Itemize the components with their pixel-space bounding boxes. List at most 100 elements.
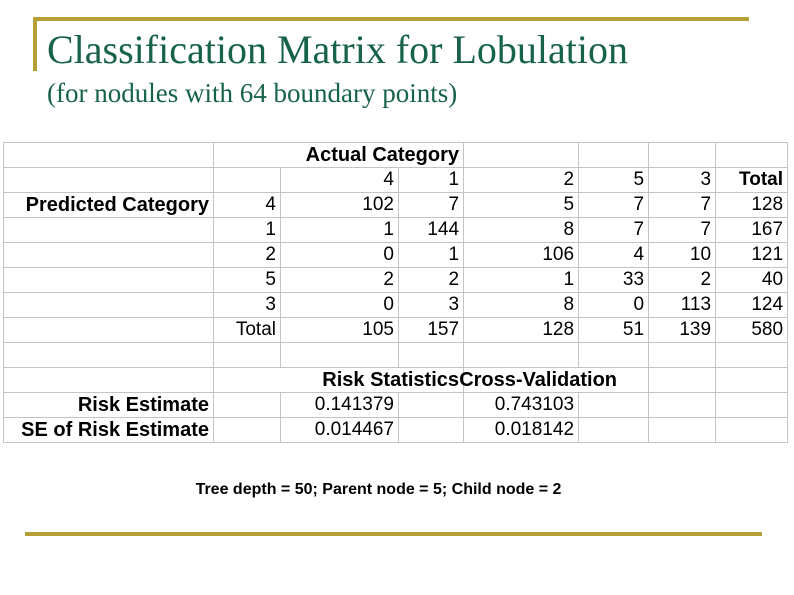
empty-cell bbox=[3, 267, 214, 293]
data-cell: 1 bbox=[463, 267, 580, 293]
empty-cell bbox=[397, 417, 465, 443]
data-cell: 5 bbox=[463, 192, 580, 218]
empty-cell bbox=[3, 242, 214, 268]
bottom-accent-line bbox=[25, 532, 762, 536]
row-label-cell: 5 bbox=[213, 267, 281, 293]
actual-category-header-cell: Actual Category bbox=[212, 142, 465, 168]
se-risk-estimate-row: SE of Risk Estimate 0.014467 0.018142 bbox=[3, 417, 789, 443]
data-cell: 40 bbox=[715, 267, 789, 293]
data-cell: 139 bbox=[648, 317, 717, 343]
risk-statistics-header-cell: Risk Statistics bbox=[212, 367, 465, 393]
data-cell: 167 bbox=[715, 217, 789, 243]
empty-cell bbox=[213, 417, 281, 443]
risk-value-cell: 0.014467 bbox=[280, 417, 399, 443]
left-accent-line bbox=[33, 17, 37, 71]
empty-cell bbox=[3, 167, 214, 193]
data-cell: 2 bbox=[397, 267, 465, 293]
empty-cell bbox=[280, 342, 399, 368]
column-headers-row: 4 1 2 5 3 Total bbox=[3, 167, 789, 193]
data-cell: 8 bbox=[463, 292, 580, 318]
empty-cell bbox=[397, 392, 465, 418]
data-cell: 7 bbox=[648, 192, 717, 218]
data-cell: 7 bbox=[648, 217, 717, 243]
slide-subtitle: (for nodules with 64 boundary points) bbox=[47, 78, 458, 108]
table-row: 5 2 2 1 33 2 40 bbox=[3, 267, 789, 293]
data-cell: 0 bbox=[280, 292, 399, 318]
classification-matrix-table: Actual Category 4 1 2 5 3 Total Predicte… bbox=[3, 142, 789, 443]
data-cell: 0 bbox=[280, 242, 399, 268]
row-label-cell: 1 bbox=[213, 217, 281, 243]
data-cell: 2 bbox=[648, 267, 717, 293]
risk-estimate-row: Risk Estimate 0.141379 0.743103 bbox=[3, 392, 789, 418]
data-cell: 3 bbox=[397, 292, 465, 318]
row-label-cell: Total bbox=[213, 317, 281, 343]
col-header-cell: 4 bbox=[280, 167, 399, 193]
cross-validation-value-cell: 0.018142 bbox=[463, 417, 580, 443]
empty-cell bbox=[648, 417, 717, 443]
empty-cell bbox=[715, 367, 789, 393]
total-col-header-cell: Total bbox=[715, 167, 789, 193]
empty-cell bbox=[715, 417, 789, 443]
data-cell: 8 bbox=[463, 217, 580, 243]
data-cell: 51 bbox=[578, 317, 650, 343]
data-cell: 1 bbox=[397, 242, 465, 268]
data-cell: 1 bbox=[280, 217, 399, 243]
row-label-cell: 2 bbox=[213, 242, 281, 268]
col-header-cell: 3 bbox=[648, 167, 717, 193]
data-cell: 102 bbox=[280, 192, 399, 218]
empty-cell bbox=[648, 367, 717, 393]
data-cell: 106 bbox=[463, 242, 580, 268]
data-cell: 7 bbox=[397, 192, 465, 218]
empty-cell bbox=[578, 142, 650, 168]
empty-cell bbox=[648, 142, 717, 168]
footnote: Tree depth = 50; Parent node = 5; Child … bbox=[195, 481, 562, 498]
spacer-row bbox=[3, 342, 789, 368]
empty-cell bbox=[648, 342, 717, 368]
risk-label-cell: Risk Estimate bbox=[3, 392, 214, 418]
slide-title: Classification Matrix for Lobulation bbox=[47, 27, 628, 72]
data-cell: 113 bbox=[648, 292, 717, 318]
empty-cell bbox=[463, 142, 580, 168]
data-cell: 128 bbox=[463, 317, 580, 343]
data-cell: 4 bbox=[578, 242, 650, 268]
empty-cell bbox=[3, 217, 214, 243]
col-header-cell: 1 bbox=[397, 167, 465, 193]
empty-cell bbox=[3, 342, 214, 368]
data-cell: 7 bbox=[578, 192, 650, 218]
empty-cell bbox=[3, 292, 214, 318]
data-cell: 10 bbox=[648, 242, 717, 268]
table-row: 2 0 1 106 4 10 121 bbox=[3, 242, 789, 268]
table-row: 1 1 144 8 7 7 167 bbox=[3, 217, 789, 243]
risk-value-cell: 0.141379 bbox=[280, 392, 399, 418]
cross-validation-header-cell: Cross-Validation bbox=[459, 367, 650, 393]
empty-cell bbox=[213, 342, 281, 368]
data-cell: 2 bbox=[280, 267, 399, 293]
data-cell: 144 bbox=[397, 217, 465, 243]
empty-cell bbox=[3, 317, 214, 343]
empty-cell bbox=[397, 342, 465, 368]
empty-cell bbox=[213, 167, 281, 193]
data-cell: 580 bbox=[715, 317, 789, 343]
risk-headers-row: Risk Statistics Cross-Validation bbox=[3, 367, 789, 393]
col-header-cell: 5 bbox=[578, 167, 650, 193]
data-cell: 121 bbox=[715, 242, 789, 268]
cross-validation-header-label: Cross-Validation bbox=[459, 368, 618, 391]
empty-cell bbox=[648, 392, 717, 418]
empty-cell bbox=[3, 367, 214, 393]
empty-cell bbox=[715, 342, 789, 368]
col-header-cell: 2 bbox=[463, 167, 580, 193]
risk-label-cell: SE of Risk Estimate bbox=[3, 417, 214, 443]
cross-validation-value-cell: 0.743103 bbox=[463, 392, 580, 418]
data-cell: 157 bbox=[397, 317, 465, 343]
actual-category-header-row: Actual Category bbox=[3, 142, 789, 168]
empty-cell bbox=[213, 392, 281, 418]
row-label-cell: 3 bbox=[213, 292, 281, 318]
data-cell: 124 bbox=[715, 292, 789, 318]
empty-cell bbox=[578, 417, 650, 443]
data-cell: 128 bbox=[715, 192, 789, 218]
data-cell: 33 bbox=[578, 267, 650, 293]
empty-cell bbox=[578, 342, 650, 368]
empty-cell bbox=[715, 142, 789, 168]
data-cell: 7 bbox=[578, 217, 650, 243]
